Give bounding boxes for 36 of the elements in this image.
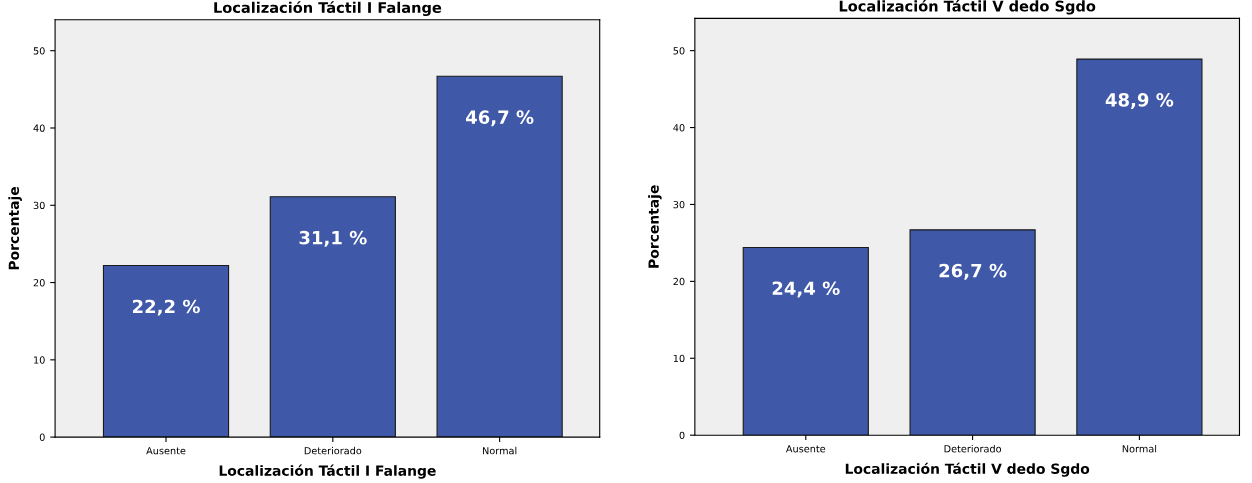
x-axis-title: Localización Táctil I Falange (219, 464, 436, 479)
y-tick-label: 20 (673, 277, 685, 286)
data-label: 48,9 % (1105, 92, 1174, 109)
x-axis-title: Localización Táctil V dedo Sgdo (845, 462, 1090, 477)
bar (742, 246, 869, 436)
y-tick-label: 20 (33, 279, 45, 287)
y-tick-label: 30 (673, 200, 685, 209)
bar (909, 229, 1036, 436)
y-tick-label: 40 (33, 124, 45, 132)
data-label: 22,2 % (132, 299, 200, 316)
bar (269, 196, 396, 438)
bar (1076, 58, 1203, 436)
bar (436, 75, 563, 438)
y-tick-label: 30 (33, 201, 45, 210)
y-axis-title: Porcentaje (648, 185, 662, 268)
y-tick-label: 0 (679, 431, 685, 440)
chart-title: Localización Táctil I Falange (214, 1, 442, 17)
x-tick-label: Normal (482, 446, 517, 455)
x-tick-label: Ausente (785, 445, 826, 453)
y-tick-label: 10 (34, 356, 45, 364)
x-tick-label: Deteriorado (304, 446, 362, 455)
y-tick-label: 0 (39, 433, 45, 441)
y-tick-label: 10 (673, 354, 685, 363)
bar (102, 264, 230, 438)
data-label: 24,4 % (772, 281, 840, 298)
chart-title: Localización Táctil V dedo Sgdo (839, 0, 1096, 15)
y-axis-title: Porcentaje (8, 186, 22, 270)
y-tick-label: 40 (673, 124, 685, 132)
x-tick-label: Deteriorado (944, 444, 1002, 453)
data-label: 26,7 % (939, 263, 1007, 280)
y-tick-label: 50 (673, 47, 685, 55)
y-tick-label: 50 (33, 47, 45, 55)
x-tick-label: Normal (1122, 444, 1157, 453)
data-label: 46,7 % (465, 110, 534, 127)
data-label: 31,1 % (299, 230, 367, 247)
x-tick-label: Ausente (146, 447, 186, 455)
